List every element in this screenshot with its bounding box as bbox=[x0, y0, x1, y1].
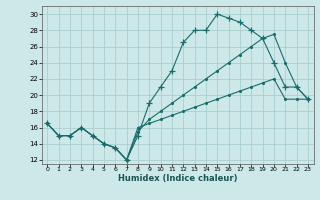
X-axis label: Humidex (Indice chaleur): Humidex (Indice chaleur) bbox=[118, 174, 237, 183]
